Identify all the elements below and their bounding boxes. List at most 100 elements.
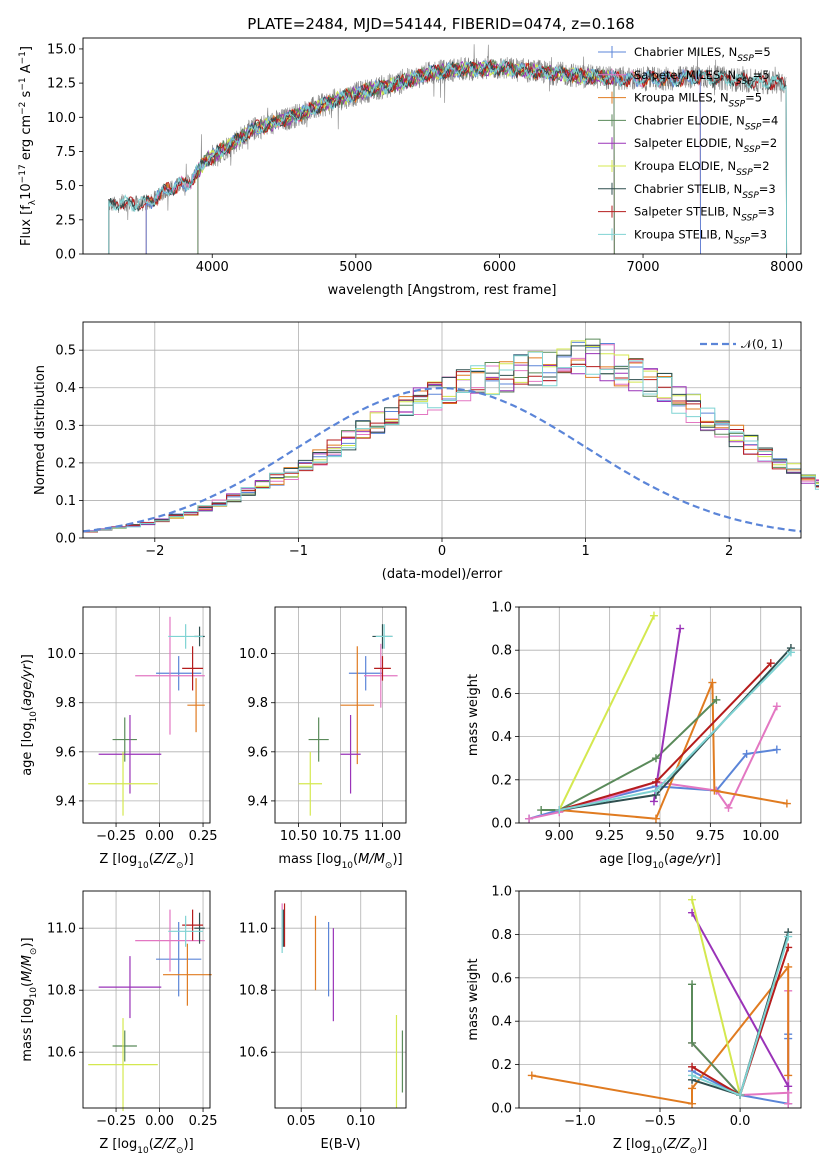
- axes-frame: [82, 37, 802, 255]
- legend-label: Kroupa MILES, NSSP=5: [634, 91, 762, 110]
- y-tick-label: 9.4: [247, 794, 268, 809]
- legend-label: Salpeter STELIB, NSSP=3: [634, 205, 775, 224]
- weight-marker: [784, 962, 793, 971]
- figure-title: PLATE=2484, MJD=54144, FIBERID=0474, z=0…: [247, 15, 634, 33]
- weight-marker: [651, 777, 660, 786]
- mass-vs-z-panel: −0.25 0.00 0.25 10.6 10.8 11.0 Z [log10(Z/Z⊙)]…: [20, 890, 218, 1156]
- weight-vs-z-panel: −1.0 −0.5 0.0 0.0 0.2 0.4 0.6 0.8 1.0 Z [log10(Z/…: [466, 885, 802, 1156]
- x-tick-label: −0.5: [644, 1114, 676, 1129]
- weight-marker: [736, 1090, 745, 1099]
- spectrum-model-line: [197, 60, 615, 255]
- weight-marker: [784, 1071, 793, 1080]
- weight-marker: [766, 659, 775, 668]
- weight-marker: [649, 611, 658, 620]
- x-tick-label: 0.00: [145, 829, 174, 844]
- weight-marker: [649, 797, 658, 806]
- x-axis-label: Z [log10(Z/Z⊙)]: [99, 1137, 193, 1156]
- weight-line: [558, 615, 655, 811]
- weight-line: [691, 899, 742, 1096]
- x-tick-label: 6000: [483, 260, 516, 275]
- y-axis-label: mass weight: [466, 958, 481, 1040]
- y-tick-label: 0.0: [491, 817, 512, 832]
- weight-marker: [688, 1071, 697, 1080]
- weight-marker: [527, 1071, 536, 1080]
- x-tick-label: 10.75: [322, 829, 359, 844]
- legend-label: Chabrier STELIB, NSSP=3: [634, 182, 776, 201]
- y-tick-label: 0.1: [55, 494, 76, 509]
- y-tick-label: 12.5: [47, 77, 76, 92]
- x-tick-label: −0.25: [96, 1114, 136, 1129]
- x-axis-label: Z [log10(Z/Z⊙)]: [613, 1137, 707, 1156]
- y-axis-label: age [log10(age/yr)]: [20, 654, 39, 776]
- x-tick-label: 2: [725, 544, 733, 559]
- y-tick-label: 0.0: [55, 532, 76, 547]
- y-tick-label: 0.4: [491, 730, 512, 745]
- spectrum-model-line: [197, 59, 615, 255]
- x-tick-label: 0.10: [346, 1114, 375, 1129]
- y-tick-label: 9.6: [247, 745, 268, 760]
- histogram-step: [83, 358, 819, 533]
- weight-marker: [784, 1099, 793, 1108]
- x-axis-label: mass [log10(M/M⊙)]: [278, 852, 402, 871]
- y-tick-label: 9.6: [55, 745, 76, 760]
- legend-label: Kroupa ELODIE, NSSP=2: [634, 159, 770, 178]
- y-tick-label: 0.4: [491, 1015, 512, 1030]
- x-tick-label: 8000: [770, 260, 803, 275]
- legend-label: Chabrier ELODIE, NSSP=4: [634, 113, 778, 132]
- weight-marker: [525, 814, 534, 823]
- x-axis-label: Z [log10(Z/Z⊙)]: [99, 852, 193, 871]
- x-tick-label: 0.25: [189, 829, 218, 844]
- spectrum-model-line: [145, 60, 701, 255]
- x-tick-label: 5000: [339, 260, 372, 275]
- x-tick-label: 10.00: [742, 829, 779, 844]
- histogram-step: [83, 357, 819, 533]
- normal-curve: [82, 386, 802, 533]
- x-tick-label: −0.25: [96, 829, 136, 844]
- weight-marker: [688, 1099, 697, 1108]
- x-tick-label: 9.75: [696, 829, 725, 844]
- y-tick-label: 9.8: [55, 696, 76, 711]
- y-tick-label: 0.0: [55, 248, 76, 263]
- x-tick-label: 0.00: [145, 1114, 174, 1129]
- y-tick-label: 10.8: [47, 984, 76, 999]
- x-axis-label: age [log10(age/yr)]: [599, 852, 721, 871]
- legend-label: Salpeter MILES, NSSP=5: [634, 68, 770, 87]
- weight-marker: [651, 814, 660, 823]
- weight-marker: [651, 786, 660, 795]
- y-axis-label: mass weight: [466, 674, 481, 756]
- x-tick-label: 0.05: [287, 1114, 316, 1129]
- y-tick-label: 11.0: [47, 922, 76, 937]
- x-tick-label: 7000: [626, 260, 659, 275]
- spectrum-model-line: [145, 60, 701, 255]
- mass-vs-ebv-panel: 0.05 0.10 10.6 10.8 11.0 E(B-V): [239, 890, 407, 1152]
- x-axis-label: (data-model)/error: [382, 567, 503, 582]
- y-tick-label: 15.0: [47, 42, 76, 57]
- y-axis-label: mass [log10(M/M⊙)]: [20, 937, 39, 1061]
- weight-vs-age-panel: 9.00 9.25 9.50 9.75 10.00 0.0 0.2 0.4 0.6 0.8 1.0 a…: [466, 601, 802, 871]
- y-tick-label: 11.0: [239, 922, 268, 937]
- x-tick-label: 11.00: [364, 829, 401, 844]
- y-tick-label: 7.5: [55, 145, 76, 160]
- weight-line: [691, 912, 790, 1087]
- x-tick-label: 0: [438, 544, 446, 559]
- x-tick-label: −1.0: [564, 1114, 596, 1129]
- histogram-step: [83, 340, 819, 533]
- weight-marker: [782, 799, 791, 808]
- x-tick-label: 10.50: [280, 829, 317, 844]
- weight-marker: [742, 749, 751, 758]
- y-tick-label: 9.4: [55, 794, 76, 809]
- x-tick-label: 9.25: [595, 829, 624, 844]
- x-tick-label: −2: [145, 544, 164, 559]
- x-tick-label: 9.00: [545, 829, 574, 844]
- weight-line: [541, 699, 718, 811]
- axes-frame: [82, 606, 211, 824]
- weight-line: [528, 748, 777, 820]
- spectrum-model-line: [108, 58, 788, 255]
- weight-marker: [688, 1038, 697, 1047]
- spectrum-panel: 4000 5000 6000 7000 8000 0.0 2.5 5.0 7.5 10.0 12.5…: [18, 37, 803, 298]
- y-tick-label: 0.8: [491, 644, 512, 659]
- weight-marker: [708, 678, 717, 687]
- x-tick-label: 1: [581, 544, 589, 559]
- weight-marker: [688, 1062, 697, 1071]
- spectrum-model-line: [197, 60, 615, 255]
